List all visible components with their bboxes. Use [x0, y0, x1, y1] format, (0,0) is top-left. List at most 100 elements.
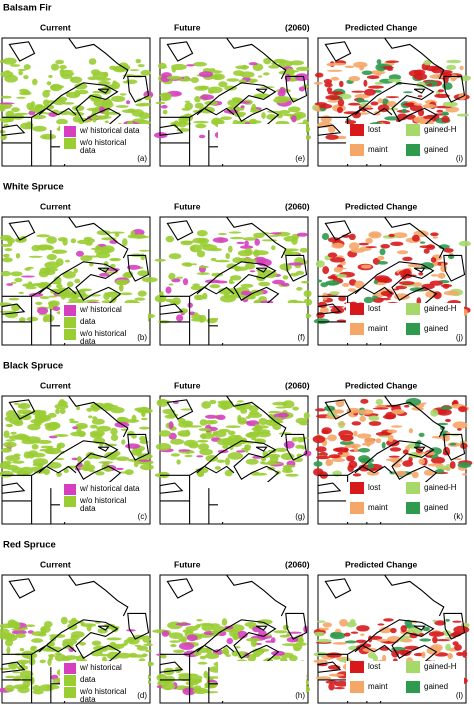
range-patch [5, 410, 17, 418]
range-patch [402, 449, 409, 455]
range-patch [413, 116, 425, 123]
range-patch [379, 248, 386, 256]
range-patch [330, 76, 340, 81]
range-patch [126, 100, 131, 105]
range-patch [18, 404, 26, 409]
range-patch [254, 238, 260, 246]
range-patch [336, 319, 347, 322]
range-patch [394, 470, 407, 477]
range-patch [204, 681, 218, 689]
range-patch [214, 259, 230, 263]
range-patch [390, 241, 404, 246]
range-patch [119, 93, 127, 96]
range-patch [139, 464, 154, 471]
range-patch [90, 424, 98, 429]
range-patch [131, 109, 145, 117]
range-patch [40, 445, 52, 449]
range-patch [261, 112, 266, 119]
range-patch [26, 266, 34, 269]
range-patch [429, 280, 443, 286]
range-patch [462, 473, 467, 476]
range-patch [249, 270, 256, 273]
range-patch [382, 66, 394, 70]
range-patch [164, 687, 172, 691]
legend-label: gained-H [424, 304, 457, 313]
range-patch [2, 57, 17, 65]
range-patch [234, 646, 241, 649]
range-patch [316, 638, 332, 643]
range-patch [228, 245, 233, 253]
range-patch [418, 458, 425, 465]
range-patch [137, 453, 153, 460]
range-patch [191, 318, 204, 322]
range-patch [301, 445, 306, 450]
range-patch [120, 292, 133, 296]
legend-swatch [350, 661, 364, 673]
range-patch [295, 66, 310, 71]
range-patch [388, 107, 399, 111]
range-patch [210, 623, 220, 628]
range-patch [337, 106, 343, 114]
range-patch [402, 268, 411, 274]
range-patch [364, 88, 376, 96]
range-patch [460, 75, 471, 81]
range-patch [440, 406, 453, 410]
range-patch [104, 120, 109, 124]
range-patch [209, 284, 221, 289]
range-patch [32, 462, 44, 467]
range-patch [404, 645, 420, 650]
range-patch [194, 294, 202, 301]
column-header: Current [40, 559, 71, 569]
range-patch [419, 638, 432, 642]
range-patch [445, 618, 450, 622]
range-patch [457, 462, 472, 468]
range-patch [271, 655, 281, 660]
range-patch [74, 83, 88, 90]
range-patch [446, 64, 457, 71]
range-patch [98, 81, 111, 85]
range-patch [155, 443, 172, 451]
range-patch [388, 74, 402, 81]
range-patch [190, 263, 198, 266]
species-title: Red Spruce [3, 540, 56, 551]
range-patch [180, 241, 193, 246]
range-patch [462, 650, 468, 658]
range-patch [143, 95, 152, 101]
range-patch [344, 632, 351, 637]
legend-swatch [350, 502, 364, 514]
range-patch [327, 434, 337, 442]
range-patch [204, 279, 221, 284]
panel-label: (d) [137, 691, 147, 700]
range-patch [331, 62, 346, 66]
range-patch [232, 632, 239, 641]
range-patch [196, 619, 203, 622]
legend-swatch [64, 126, 76, 137]
range-patch [375, 72, 382, 77]
range-patch [356, 625, 370, 632]
range-patch [222, 444, 229, 449]
panel-label: (a) [137, 154, 147, 163]
range-patch [250, 639, 257, 647]
range-patch [338, 295, 347, 302]
range-patch [248, 62, 258, 66]
column-header: (2060) [285, 380, 310, 390]
range-patch [339, 440, 354, 446]
range-patch [59, 399, 65, 404]
range-patch [436, 408, 452, 416]
range-patch [252, 626, 262, 633]
range-patch [133, 234, 147, 239]
legend-label: maint [368, 503, 388, 512]
range-patch [279, 87, 286, 94]
range-patch [237, 630, 248, 639]
legend-label: w/ historical [79, 305, 122, 314]
range-patch [70, 238, 77, 244]
range-patch [325, 680, 338, 684]
range-patch [282, 466, 292, 471]
range-patch [10, 281, 17, 284]
range-patch [357, 433, 372, 439]
range-patch [57, 442, 66, 449]
range-patch [375, 431, 391, 437]
range-patch [16, 470, 30, 477]
range-patch [51, 249, 68, 254]
range-patch [196, 624, 201, 628]
